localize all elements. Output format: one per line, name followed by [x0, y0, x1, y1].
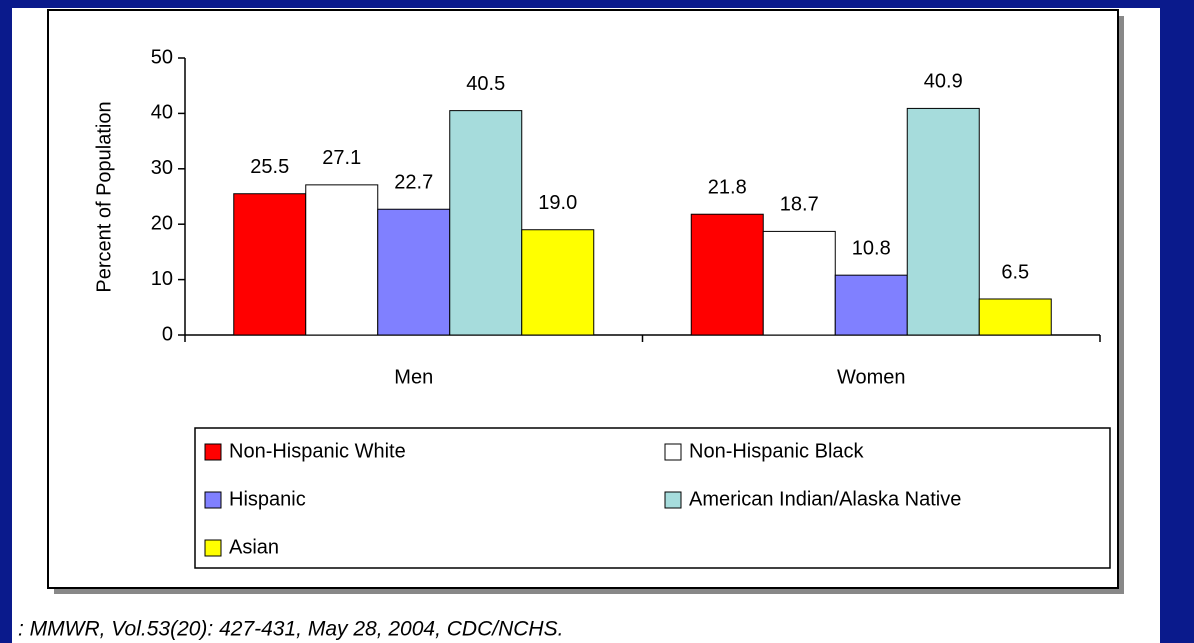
legend-label: Asian: [229, 536, 279, 558]
bar: [449, 110, 523, 336]
data-label: 18.7: [780, 194, 819, 216]
data-label: 10.8: [852, 237, 891, 259]
legend-swatch: [204, 443, 222, 461]
data-label: 21.8: [708, 177, 747, 199]
source: : MMWR, Vol.53(20): 427-431, May 28, 200…: [18, 618, 563, 641]
data-label: 25.5: [250, 156, 289, 178]
bar: [762, 230, 836, 336]
bar: [521, 229, 595, 336]
bar: [834, 274, 908, 336]
legend-label: Non-Hispanic Black: [689, 440, 865, 462]
legend-label: Non-Hispanic White: [229, 440, 406, 462]
bar: [305, 184, 379, 336]
bar: [690, 213, 764, 336]
y-tick-label: 50: [151, 46, 173, 68]
legend-label: American Indian/Alaska Native: [689, 488, 961, 510]
bar: [906, 107, 980, 336]
x-tick-label: Men: [394, 366, 433, 388]
bar: [377, 208, 451, 336]
bar: [978, 298, 1052, 336]
y-tick-label: 10: [151, 268, 173, 290]
data-label: 40.5: [466, 73, 505, 95]
data-label: 22.7: [394, 172, 433, 194]
legend-swatch: [204, 539, 222, 557]
y-tick-label: 20: [151, 212, 173, 234]
data-label: 27.1: [322, 147, 361, 169]
legend-box: [194, 427, 1111, 569]
y-tick-label: 30: [151, 157, 173, 179]
y-tick-label: 0: [162, 323, 173, 345]
data-label: 19.0: [538, 192, 577, 214]
legend-swatch: [664, 491, 682, 509]
y-axis-label: Percent of Population: [93, 101, 115, 292]
bar: [233, 193, 307, 336]
data-label: 40.9: [924, 71, 963, 93]
y-tick-label: 40: [151, 102, 173, 124]
legend-swatch: [204, 491, 222, 509]
legend-label: Hispanic: [229, 488, 306, 510]
legend-swatch: [664, 443, 682, 461]
x-tick-label: Women: [837, 366, 906, 388]
data-label: 6.5: [1001, 261, 1029, 283]
